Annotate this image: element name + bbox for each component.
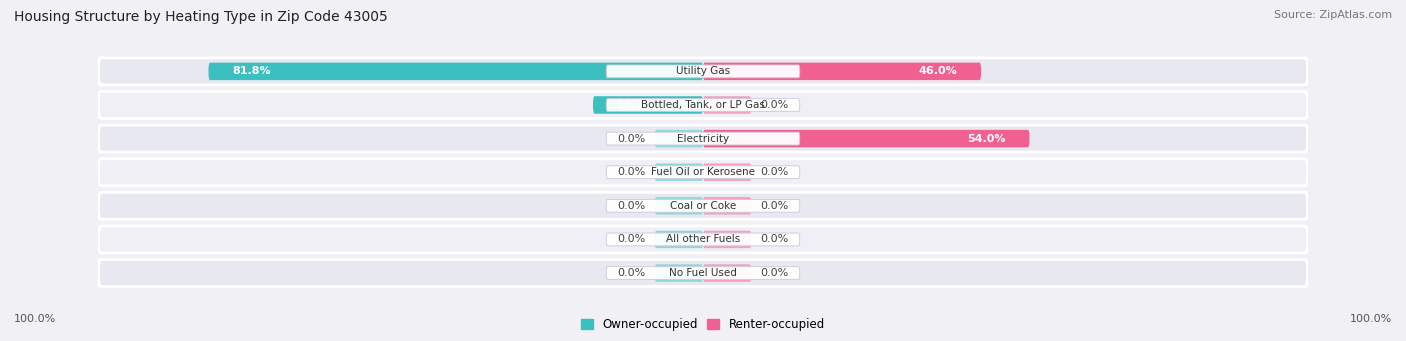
Text: Coal or Coke: Coal or Coke [669,201,737,211]
Text: 100.0%: 100.0% [14,314,56,324]
FancyBboxPatch shape [98,58,1308,85]
FancyBboxPatch shape [606,132,800,145]
Text: No Fuel Used: No Fuel Used [669,268,737,278]
FancyBboxPatch shape [208,63,703,80]
Text: Source: ZipAtlas.com: Source: ZipAtlas.com [1274,10,1392,20]
FancyBboxPatch shape [703,130,1029,147]
FancyBboxPatch shape [98,125,1308,152]
Text: 0.0%: 0.0% [617,234,645,244]
FancyBboxPatch shape [98,226,1308,253]
FancyBboxPatch shape [655,197,703,214]
FancyBboxPatch shape [655,264,703,282]
Text: 18.2%: 18.2% [617,100,655,110]
FancyBboxPatch shape [703,163,751,181]
Text: Bottled, Tank, or LP Gas: Bottled, Tank, or LP Gas [641,100,765,110]
Legend: Owner-occupied, Renter-occupied: Owner-occupied, Renter-occupied [576,313,830,336]
Text: 0.0%: 0.0% [761,268,789,278]
Text: Utility Gas: Utility Gas [676,66,730,76]
Text: 100.0%: 100.0% [1350,314,1392,324]
FancyBboxPatch shape [655,130,703,147]
Text: Housing Structure by Heating Type in Zip Code 43005: Housing Structure by Heating Type in Zip… [14,10,388,24]
FancyBboxPatch shape [98,192,1308,219]
Text: 0.0%: 0.0% [761,201,789,211]
FancyBboxPatch shape [655,163,703,181]
FancyBboxPatch shape [593,96,703,114]
FancyBboxPatch shape [655,231,703,248]
FancyBboxPatch shape [98,260,1308,286]
FancyBboxPatch shape [606,267,800,279]
FancyBboxPatch shape [606,65,800,78]
FancyBboxPatch shape [703,96,751,114]
Text: 81.8%: 81.8% [232,66,271,76]
FancyBboxPatch shape [606,233,800,246]
Text: 46.0%: 46.0% [918,66,957,76]
FancyBboxPatch shape [703,231,751,248]
FancyBboxPatch shape [703,63,981,80]
FancyBboxPatch shape [703,197,751,214]
FancyBboxPatch shape [98,91,1308,118]
FancyBboxPatch shape [606,99,800,112]
Text: Fuel Oil or Kerosene: Fuel Oil or Kerosene [651,167,755,177]
Text: 0.0%: 0.0% [761,167,789,177]
FancyBboxPatch shape [703,264,751,282]
Text: 0.0%: 0.0% [617,268,645,278]
Text: 0.0%: 0.0% [761,234,789,244]
FancyBboxPatch shape [606,166,800,179]
Text: 0.0%: 0.0% [617,134,645,144]
Text: 54.0%: 54.0% [967,134,1005,144]
Text: 0.0%: 0.0% [761,100,789,110]
Text: 0.0%: 0.0% [617,167,645,177]
Text: 0.0%: 0.0% [617,201,645,211]
FancyBboxPatch shape [98,159,1308,186]
Text: All other Fuels: All other Fuels [666,234,740,244]
FancyBboxPatch shape [606,199,800,212]
Text: Electricity: Electricity [676,134,730,144]
